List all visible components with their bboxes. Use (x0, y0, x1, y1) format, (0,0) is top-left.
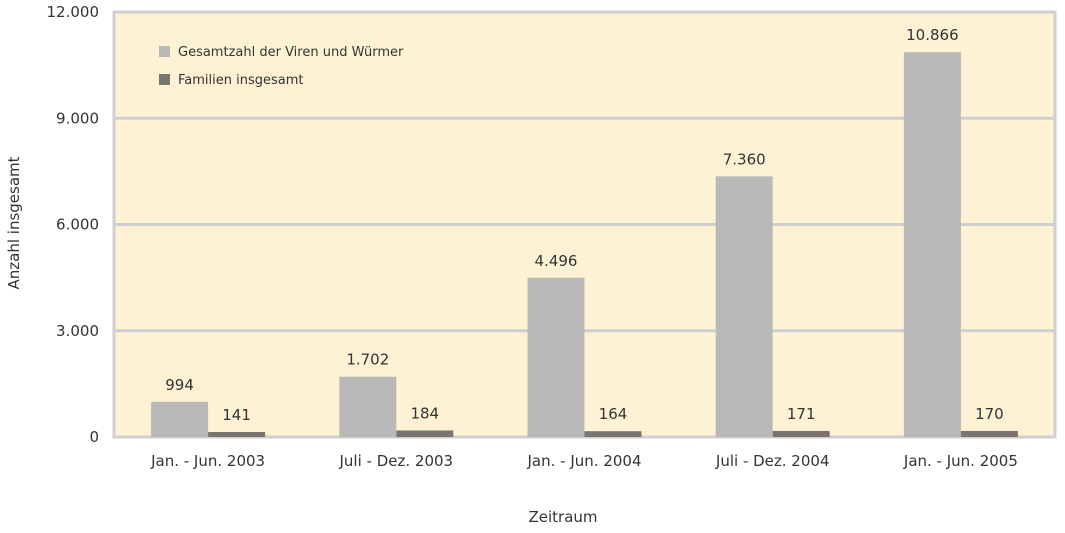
bar-familien (584, 431, 642, 437)
data-label: 10.866 (906, 26, 959, 44)
x-tick-label: Jan. - Jun. 2005 (903, 452, 1018, 470)
x-tick-label: Juli - Dez. 2003 (339, 452, 454, 470)
bar-gesamtzahl (339, 376, 397, 437)
data-label: 141 (222, 406, 251, 424)
y-axis-title: Anzahl insgesamt (5, 156, 23, 289)
x-axis-title: Zeitraum (528, 508, 597, 526)
data-label: 1.702 (346, 351, 389, 369)
data-label: 184 (410, 404, 439, 422)
legend-swatch (159, 46, 170, 57)
y-tick-label: 9.000 (56, 109, 99, 127)
bar-gesamtzahl (903, 52, 961, 437)
bar-gesamtzahl (715, 176, 773, 438)
y-tick-label: 3.000 (56, 322, 99, 340)
data-label: 171 (787, 405, 816, 423)
data-label: 4.496 (535, 252, 578, 270)
bar-familien (208, 432, 266, 437)
x-tick-label: Jan. - Jun. 2004 (527, 452, 642, 470)
x-tick-label: Juli - Dez. 2004 (715, 452, 830, 470)
y-tick-label: 6.000 (56, 216, 99, 234)
bar-gesamtzahl (151, 401, 209, 437)
legend-label: Gesamtzahl der Viren und Würmer (178, 45, 404, 60)
bar-familien (396, 430, 454, 437)
y-tick-label: 0 (89, 428, 99, 446)
bar-gesamtzahl (527, 277, 585, 437)
y-tick-label: 12.000 (47, 3, 100, 21)
legend-label: Familien insgesamt (178, 73, 304, 88)
data-label: 7.360 (723, 150, 766, 168)
data-label: 994 (165, 376, 194, 394)
bar-familien (960, 430, 1018, 437)
legend-swatch (159, 74, 170, 85)
data-label: 164 (599, 405, 628, 423)
bar-familien (772, 430, 830, 437)
x-tick-label: Jan. - Jun. 2003 (150, 452, 265, 470)
data-label: 170 (975, 405, 1004, 423)
